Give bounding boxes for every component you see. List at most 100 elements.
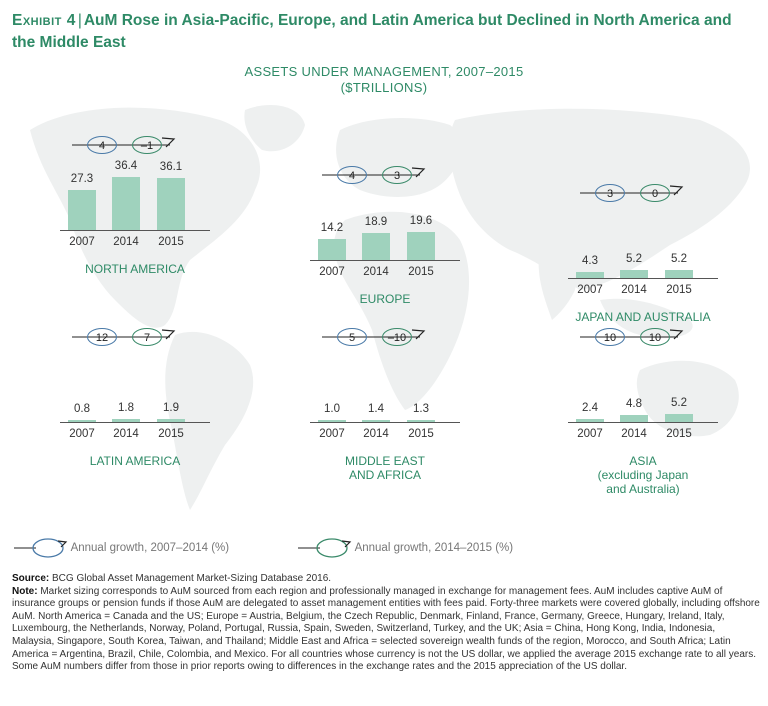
year-tick-label: 2015 bbox=[158, 428, 184, 440]
region-label-line: ASIA bbox=[629, 454, 657, 468]
bar-value-label: 27.3 bbox=[70, 173, 94, 186]
legend-label-1: Annual growth, 2007–2014 (%) bbox=[70, 542, 230, 555]
growth-arrow-head bbox=[161, 329, 176, 340]
source-text: BCG Global Asset Management Market-Sizin… bbox=[52, 573, 332, 584]
region-label: LATIN AMERICA bbox=[40, 454, 230, 468]
note-line: Note: Market sizing corresponds to AuM s… bbox=[12, 585, 760, 673]
panel-baseline bbox=[60, 230, 210, 231]
map-greenland bbox=[244, 105, 305, 152]
bar-2015 bbox=[157, 177, 185, 230]
bar-2015 bbox=[407, 231, 435, 260]
growth-arrow-head bbox=[669, 329, 684, 340]
map-south-america bbox=[165, 331, 254, 510]
bar-value-label: 1.3 bbox=[413, 403, 429, 415]
map-southeast-asia bbox=[600, 298, 693, 339]
bar-2007 bbox=[318, 420, 346, 422]
bar-value-label: 5.2 bbox=[626, 253, 642, 266]
panel-europe: 4 3 14.2 2007 18.9 2014 19.6 2015 EUROPE bbox=[310, 150, 460, 306]
bar-2015 bbox=[157, 419, 185, 422]
panel-north-america: 4 –1 27.3 2007 36.4 2014 36.1 2015 NORTH AMERICA bbox=[60, 120, 210, 276]
bar-2014 bbox=[362, 419, 390, 422]
year-tick-label: 2007 bbox=[319, 428, 345, 440]
source-line: Source: BCG Global Asset Management Mark… bbox=[12, 573, 332, 584]
year-tick-label: 2014 bbox=[621, 284, 647, 296]
bar-value-label: 1.8 bbox=[118, 402, 134, 415]
growth-2007-2014-badge: 4 bbox=[87, 136, 117, 154]
region-label-line: LATIN AMERICA bbox=[89, 454, 181, 468]
map-africa bbox=[334, 211, 470, 410]
panel-middle-east-and-africa: 5 –10 1.0 2007 1.4 2014 1.3 2015 MIDDLE EAST AND … bbox=[310, 312, 460, 482]
panel-baseline bbox=[310, 422, 460, 423]
bar-value-label: 4.8 bbox=[626, 398, 642, 411]
legend-growth1-icon bbox=[14, 538, 68, 558]
legend-growth2-icon bbox=[298, 538, 352, 558]
growth-arrow-head bbox=[411, 329, 426, 340]
bar-value-label: 1.0 bbox=[324, 403, 340, 415]
bar-value-label: 2.4 bbox=[582, 401, 598, 414]
year-tick-label: 2015 bbox=[158, 236, 184, 248]
bar-2014 bbox=[112, 177, 140, 230]
growth-2014-2015-badge: 0 bbox=[640, 184, 670, 202]
legend-item-1: Annual growth, 2007–2014 (%) bbox=[14, 536, 229, 560]
bar-value-label: 19.6 bbox=[409, 214, 433, 227]
year-tick-label: 2015 bbox=[408, 428, 434, 440]
growth-2014-2015-badge: 10 bbox=[640, 328, 670, 346]
year-tick-label: 2014 bbox=[113, 428, 139, 440]
year-tick-label: 2007 bbox=[577, 428, 603, 440]
region-label: ASIA (excluding Japan and Australia) bbox=[548, 454, 738, 496]
bar-2007 bbox=[68, 420, 96, 422]
bar-value-label: 36.4 bbox=[114, 160, 138, 173]
bar-value-label: 5.2 bbox=[671, 397, 687, 410]
map-north-america bbox=[30, 107, 261, 328]
growth-2014-2015-badge: –1 bbox=[132, 136, 162, 154]
world-map-background bbox=[30, 105, 750, 510]
map-australia bbox=[636, 360, 739, 437]
year-tick-label: 2015 bbox=[408, 266, 434, 278]
bar-value-label: 14.2 bbox=[320, 222, 344, 235]
bar-2007 bbox=[576, 271, 604, 278]
panel-baseline bbox=[60, 422, 210, 423]
panel-latin-america: 12 7 0.8 2007 1.8 2014 1.9 2015 LATIN AMERICA bbox=[60, 312, 210, 468]
growth-2007-2014-badge: 5 bbox=[337, 328, 367, 346]
region-label-line: and Australia) bbox=[606, 482, 680, 496]
year-tick-label: 2007 bbox=[69, 428, 95, 440]
bar-2007 bbox=[318, 239, 346, 260]
bar-value-label: 0.8 bbox=[74, 403, 90, 415]
legend-label-2: Annual growth, 2014–2015 (%) bbox=[354, 542, 514, 555]
panel-baseline bbox=[310, 260, 460, 261]
growth-2014-2015-badge: –10 bbox=[382, 328, 412, 346]
bar-2015 bbox=[665, 414, 693, 422]
bar-2014 bbox=[362, 232, 390, 260]
growth-2007-2014-badge: 3 bbox=[595, 184, 625, 202]
bar-2007 bbox=[576, 418, 604, 422]
growth-arrow-head bbox=[411, 167, 426, 178]
chart-subtitle: ($TRILLIONS) bbox=[340, 80, 428, 95]
region-label-line: (excluding Japan bbox=[597, 468, 689, 482]
legend-item-2: Annual growth, 2014–2015 (%) bbox=[298, 536, 513, 560]
region-label-line: AND AFRICA bbox=[348, 468, 421, 482]
year-tick-label: 2007 bbox=[577, 284, 603, 296]
growth-arrow-head bbox=[669, 185, 684, 196]
region-label: JAPAN AND AUSTRALIA bbox=[548, 310, 738, 324]
bar-value-label: 4.3 bbox=[582, 254, 598, 267]
region-label-line: JAPAN AND AUSTRALIA bbox=[575, 310, 711, 324]
bar-value-label: 5.2 bbox=[671, 253, 687, 266]
bar-2015 bbox=[407, 420, 435, 422]
notes-block: Source: BCG Global Asset Management Mark… bbox=[12, 573, 760, 674]
growth-2014-2015-badge: 3 bbox=[382, 166, 412, 184]
bar-2014 bbox=[620, 270, 648, 278]
bar-2015 bbox=[665, 270, 693, 278]
bar-value-label: 36.1 bbox=[159, 160, 183, 173]
chart-title: ASSETS UNDER MANAGEMENT, 2007–2015 bbox=[244, 64, 524, 79]
year-tick-label: 2007 bbox=[69, 236, 95, 248]
year-tick-label: 2007 bbox=[319, 266, 345, 278]
bar-value-label: 18.9 bbox=[364, 215, 388, 228]
growth-2007-2014-badge: 12 bbox=[87, 328, 117, 346]
region-label: EUROPE bbox=[290, 292, 480, 306]
exhibit-title: Exhibit 4 | AuM Rose in Asia-Pacific, Euro… bbox=[12, 12, 732, 51]
note-text: Market sizing corresponds to AuM sourced… bbox=[12, 585, 760, 673]
bar-2007 bbox=[68, 190, 96, 230]
year-tick-label: 2014 bbox=[113, 236, 139, 248]
year-tick-label: 2015 bbox=[666, 428, 692, 440]
exhibit-label: Exhibit 4 bbox=[12, 12, 76, 29]
